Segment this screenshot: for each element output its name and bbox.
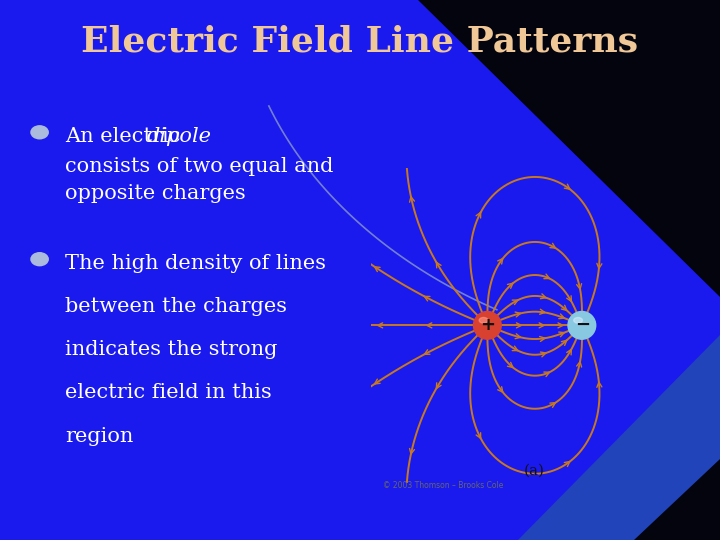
Circle shape [31,126,48,139]
Polygon shape [518,335,720,540]
Text: indicates the strong: indicates the strong [65,340,277,359]
Text: (a): (a) [524,463,545,477]
Text: −: − [575,316,590,334]
Text: consists of two equal and: consists of two equal and [65,157,333,176]
Ellipse shape [574,318,582,323]
Text: The high density of lines: The high density of lines [65,254,325,273]
Text: opposite charges: opposite charges [65,184,246,202]
Circle shape [31,253,48,266]
Circle shape [474,312,501,339]
Text: dipole: dipole [146,127,211,146]
Polygon shape [418,0,720,297]
Text: An electric: An electric [65,127,186,146]
Text: +: + [480,316,495,334]
Text: electric field in this: electric field in this [65,383,271,402]
Text: between the charges: between the charges [65,297,287,316]
Circle shape [568,312,595,339]
Ellipse shape [480,318,488,323]
Text: region: region [65,427,133,446]
Text: © 2003 Thomson – Brooks Cole: © 2003 Thomson – Brooks Cole [384,482,504,490]
Text: Electric Field Line Patterns: Electric Field Line Patterns [81,24,639,58]
Polygon shape [634,459,720,540]
